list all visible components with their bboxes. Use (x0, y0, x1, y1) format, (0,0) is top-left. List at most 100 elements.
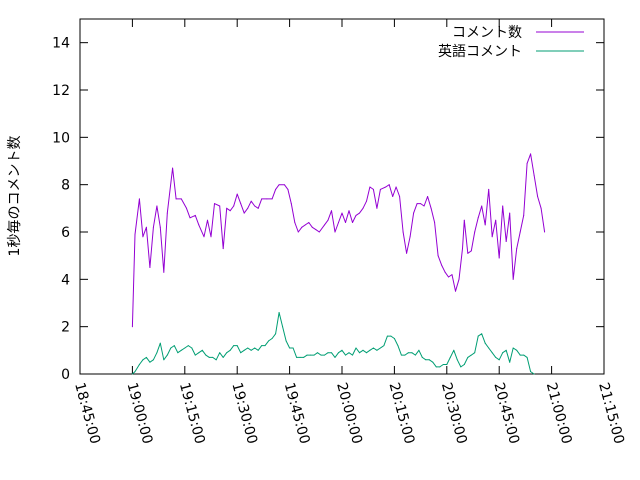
data-point (271, 338, 273, 339)
data-point (289, 347, 291, 349)
data-point (187, 345, 189, 347)
legend-label: 英語コメント (438, 43, 522, 60)
data-point (297, 231, 299, 233)
data-point (189, 217, 191, 219)
data-point (434, 222, 436, 223)
data-point (390, 335, 392, 337)
data-point (229, 210, 231, 212)
data-point (341, 349, 343, 351)
data-point (313, 354, 315, 356)
data-point (498, 359, 500, 361)
data-point (376, 349, 378, 351)
data-point (334, 231, 336, 233)
data-point (423, 205, 425, 207)
data-point (303, 356, 305, 358)
data-point (348, 210, 350, 212)
data-point (159, 226, 161, 228)
data-point (460, 366, 462, 368)
data-point (516, 349, 518, 351)
data-point (207, 219, 208, 221)
data-point (463, 219, 465, 221)
data-point (159, 342, 161, 344)
x-tick-label: 20:30:00 (438, 381, 470, 446)
data-point (449, 356, 451, 358)
data-point (512, 347, 514, 349)
data-point (392, 196, 394, 197)
data-point (264, 345, 266, 347)
data-point (186, 207, 187, 209)
data-point (134, 371, 136, 373)
data-point (163, 359, 165, 361)
data-point (327, 352, 329, 354)
data-point (484, 224, 486, 226)
y-tick-label: 10 (52, 130, 70, 146)
data-point (243, 212, 245, 214)
data-point (275, 188, 277, 190)
data-point (247, 347, 249, 349)
data-point (318, 231, 320, 233)
data-point (526, 356, 528, 358)
data-point (131, 373, 133, 375)
data-point (278, 184, 280, 186)
data-point (383, 345, 385, 347)
series-2 (131, 312, 535, 375)
data-point (495, 356, 497, 358)
data-point (456, 359, 458, 361)
data-point (278, 312, 280, 313)
data-point (338, 352, 339, 354)
data-point (194, 214, 196, 216)
data-point (406, 252, 408, 254)
data-point (437, 255, 439, 257)
data-point (198, 352, 200, 354)
data-point (355, 347, 357, 349)
data-point (421, 356, 423, 358)
data-point (345, 222, 346, 223)
data-point (254, 347, 256, 349)
data-point (212, 356, 214, 358)
data-point (477, 217, 479, 219)
data-point (467, 356, 469, 358)
data-point (134, 233, 136, 235)
data-point (142, 359, 144, 361)
data-point (215, 359, 217, 361)
data-point (413, 212, 415, 214)
data-point (301, 226, 303, 228)
data-point (379, 188, 381, 190)
data-point (261, 198, 263, 200)
data-point (488, 347, 490, 349)
data-point (308, 222, 310, 223)
data-point (533, 373, 535, 375)
data-point (324, 224, 325, 226)
data-point (327, 219, 329, 221)
data-point (304, 224, 306, 226)
data-point (372, 188, 374, 190)
data-point (516, 248, 518, 250)
data-point (208, 356, 210, 358)
data-point (379, 347, 381, 349)
data-point (266, 198, 268, 200)
data-point (498, 257, 500, 259)
y-tick-label: 14 (52, 36, 70, 52)
data-point (240, 203, 242, 205)
data-point (505, 241, 507, 242)
y-tick-label: 12 (52, 83, 70, 99)
data-point (537, 196, 539, 197)
data-point (470, 354, 472, 356)
data-point (345, 354, 346, 356)
data-point (201, 349, 203, 351)
data-point (233, 205, 235, 207)
data-point (519, 354, 521, 356)
data-point (448, 276, 449, 278)
data-point (294, 222, 296, 223)
data-point (233, 345, 235, 347)
data-point (442, 364, 444, 365)
data-point (240, 352, 242, 354)
data-point (402, 231, 404, 233)
data-point (512, 278, 514, 280)
data-point (219, 205, 221, 207)
x-tick-label: 20:15:00 (386, 381, 418, 446)
data-point (338, 222, 339, 223)
data-point (275, 333, 277, 335)
data-point (491, 236, 493, 238)
data-point (236, 193, 238, 195)
